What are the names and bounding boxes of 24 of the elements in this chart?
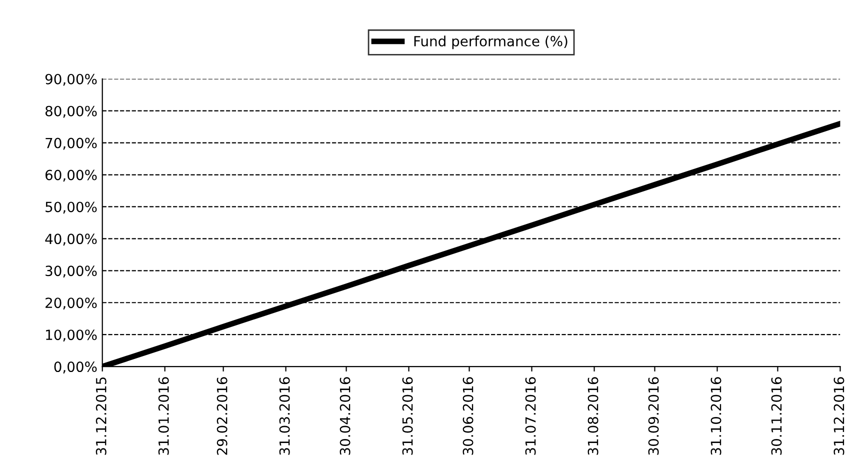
y-tick-label: 20,00%	[46, 298, 97, 310]
y-tick-label: 90,00%	[45, 74, 97, 86]
y-tick-label: 10,00%	[46, 330, 97, 342]
x-tick-label: 30.09.2016	[648, 377, 659, 455]
x-tick-label: 31.08.2016	[588, 377, 598, 455]
x-tick-label: 31.01.2016	[158, 377, 169, 455]
x-tick-label: 30.11.2016	[771, 377, 782, 455]
x-tick-label: 31.05.2016	[402, 377, 413, 455]
y-tick-label: 80,00%	[45, 106, 97, 118]
y-tick-label: 70,00%	[46, 138, 97, 150]
y-tick-label: 30,00%	[46, 266, 97, 278]
x-tick-label: 29.02.2016	[216, 377, 228, 455]
x-tick-label: 31.10.2016	[710, 377, 722, 455]
x-tick-label: 31.12.2015	[96, 377, 106, 455]
y-tick-label: 0,00%	[54, 362, 97, 374]
x-tick-label: 31.12.2016	[834, 377, 844, 455]
x-tick-label: 30.04.2016	[340, 377, 350, 455]
y-tick-label: 40,00%	[45, 234, 97, 246]
x-tick-label: 31.07.2016	[525, 377, 536, 455]
x-tick-label: 30.06.2016	[462, 377, 474, 455]
legend-label: Fund performance (%)	[414, 36, 568, 50]
y-tick-label: 60,00%	[46, 170, 97, 182]
y-tick-label: 50,00%	[46, 202, 97, 214]
x-tick-label: 31.03.2016	[279, 377, 290, 455]
